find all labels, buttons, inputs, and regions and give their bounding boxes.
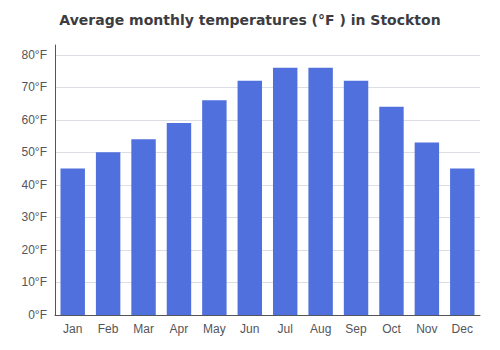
svg-text:70°F: 70°F: [22, 80, 47, 94]
svg-text:Jan: Jan: [63, 322, 82, 336]
svg-text:60°F: 60°F: [22, 113, 47, 127]
svg-text:Oct: Oct: [382, 322, 401, 336]
svg-text:Feb: Feb: [98, 322, 119, 336]
svg-text:50°F: 50°F: [22, 145, 47, 159]
svg-text:Aug: Aug: [310, 322, 331, 336]
svg-text:10°F: 10°F: [22, 275, 47, 289]
svg-text:Nov: Nov: [416, 322, 437, 336]
svg-text:May: May: [203, 322, 226, 336]
svg-text:80°F: 80°F: [22, 48, 47, 62]
svg-text:30°F: 30°F: [22, 210, 47, 224]
svg-text:Sep: Sep: [345, 322, 367, 336]
svg-text:Jul: Jul: [278, 322, 293, 336]
svg-text:0°F: 0°F: [28, 308, 47, 322]
svg-text:Jun: Jun: [240, 322, 259, 336]
svg-text:Mar: Mar: [133, 322, 154, 336]
svg-text:20°F: 20°F: [22, 243, 47, 257]
svg-text:Dec: Dec: [452, 322, 473, 336]
svg-text:40°F: 40°F: [22, 178, 47, 192]
svg-text:Average monthly temperatures (: Average monthly temperatures (°F ) in St…: [59, 12, 440, 28]
svg-text:Apr: Apr: [170, 322, 189, 336]
